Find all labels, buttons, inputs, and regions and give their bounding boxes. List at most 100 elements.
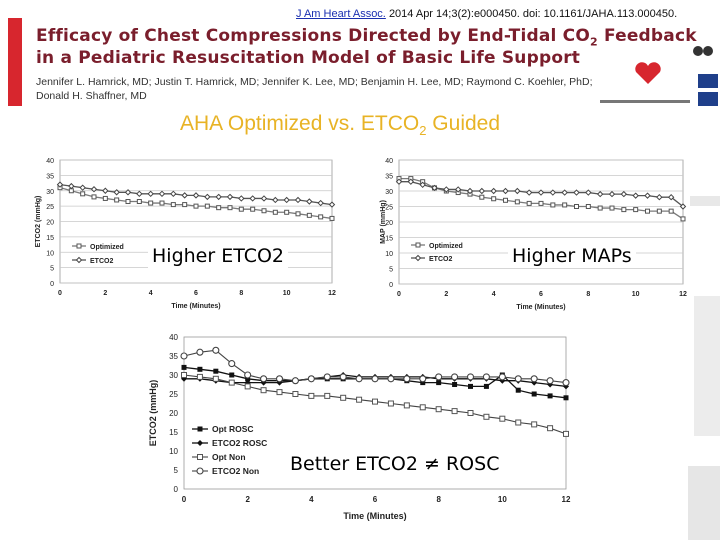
x-tick-label: 12 bbox=[679, 291, 687, 298]
y-tick-label: 20 bbox=[46, 220, 54, 227]
data-point bbox=[261, 208, 267, 214]
data-point bbox=[667, 193, 675, 201]
data-point bbox=[451, 373, 459, 381]
y-tick-label: 30 bbox=[46, 189, 54, 196]
legend-entry: ETCO2 ROSC bbox=[212, 438, 267, 448]
legend-swatch-marker bbox=[415, 242, 421, 248]
x-axis-label: Time (Minutes) bbox=[171, 303, 220, 310]
data-point bbox=[181, 375, 187, 382]
data-point bbox=[180, 352, 188, 360]
data-point bbox=[632, 192, 639, 199]
legend-entry: ETCO2 Non bbox=[212, 466, 259, 476]
data-point bbox=[608, 190, 616, 198]
data-point bbox=[514, 375, 522, 383]
data-point bbox=[479, 194, 485, 200]
slide-subtitle: AHA Optimized vs. ETCO2 Guided bbox=[180, 112, 501, 139]
data-point bbox=[317, 199, 324, 207]
x-tick-label: 12 bbox=[328, 290, 336, 297]
y-tick-label: 0 bbox=[50, 281, 54, 288]
data-point bbox=[656, 208, 662, 214]
data-point bbox=[668, 208, 674, 214]
legend-swatch-marker bbox=[197, 426, 203, 432]
data-point bbox=[644, 192, 651, 199]
citation-journal-link[interactable]: J Am Heart Assoc. bbox=[296, 8, 386, 20]
x-tick-label: 4 bbox=[149, 290, 153, 297]
data-point bbox=[499, 415, 506, 422]
data-point bbox=[371, 375, 379, 383]
y-tick-label: 35 bbox=[169, 352, 178, 361]
data-point bbox=[356, 396, 363, 403]
logo-fragment bbox=[690, 44, 720, 58]
data-point bbox=[291, 377, 299, 385]
y-tick-label: 0 bbox=[174, 485, 179, 494]
x-tick-label: 10 bbox=[283, 290, 291, 297]
data-point bbox=[260, 195, 268, 202]
x-tick-label: 6 bbox=[373, 495, 378, 504]
x-tick-label: 8 bbox=[436, 495, 441, 504]
data-point bbox=[212, 346, 220, 354]
data-point bbox=[482, 373, 490, 381]
data-point bbox=[387, 400, 394, 407]
data-point bbox=[124, 189, 132, 196]
data-point bbox=[452, 382, 458, 387]
data-point bbox=[549, 189, 557, 196]
data-point bbox=[292, 391, 299, 397]
authors-line-2: Donald H. Shaffner, MD bbox=[36, 90, 147, 102]
data-point bbox=[68, 188, 74, 194]
data-point bbox=[395, 178, 403, 185]
data-point bbox=[656, 193, 663, 201]
legend-swatch-marker bbox=[76, 243, 82, 249]
data-point bbox=[229, 372, 235, 378]
data-point bbox=[181, 372, 187, 378]
data-point bbox=[546, 377, 554, 385]
data-point bbox=[215, 193, 222, 201]
legend-entry: Opt ROSC bbox=[212, 424, 254, 434]
data-point bbox=[228, 360, 236, 368]
data-point bbox=[563, 395, 569, 401]
legend-swatch-marker bbox=[197, 454, 203, 460]
data-point bbox=[547, 425, 554, 432]
data-point bbox=[204, 193, 211, 201]
data-point bbox=[170, 202, 176, 208]
x-tick-label: 6 bbox=[194, 290, 198, 297]
background-watermark bbox=[684, 196, 720, 540]
x-tick-label: 4 bbox=[492, 291, 496, 298]
data-point bbox=[537, 189, 545, 196]
x-tick-label: 10 bbox=[632, 291, 640, 298]
data-point bbox=[196, 373, 203, 380]
data-point bbox=[136, 190, 143, 198]
x-axis-label: Time (Minutes) bbox=[343, 511, 406, 521]
data-point bbox=[490, 187, 497, 195]
data-point bbox=[621, 207, 627, 213]
data-point bbox=[238, 195, 245, 202]
annotation-better-etco2-not-rosc: Better ETCO2 ≠ ROSC bbox=[286, 452, 504, 476]
data-point bbox=[294, 196, 302, 204]
data-point bbox=[550, 202, 556, 208]
data-point bbox=[573, 189, 580, 196]
data-point bbox=[181, 192, 188, 199]
data-point bbox=[213, 368, 219, 374]
data-point bbox=[585, 189, 592, 196]
data-point bbox=[228, 379, 235, 386]
data-point bbox=[113, 189, 120, 196]
y-tick-label: 25 bbox=[169, 390, 178, 399]
data-point bbox=[419, 181, 426, 189]
data-point bbox=[306, 198, 313, 205]
citation: J Am Heart Assoc. 2014 Apr 14;3(2):e0004… bbox=[296, 8, 677, 20]
y-tick-label: 15 bbox=[46, 235, 54, 242]
data-point bbox=[531, 421, 538, 428]
y-tick-label: 40 bbox=[46, 158, 54, 165]
data-point bbox=[56, 181, 64, 188]
data-point bbox=[90, 186, 98, 193]
annotation-higher-maps: Higher MAPs bbox=[508, 244, 636, 268]
y-tick-label: 5 bbox=[50, 266, 54, 273]
data-point bbox=[431, 184, 438, 192]
data-point bbox=[136, 199, 142, 205]
data-point bbox=[204, 203, 210, 209]
data-point bbox=[355, 375, 363, 383]
y-tick-label: 30 bbox=[385, 189, 393, 196]
data-point bbox=[328, 201, 336, 208]
data-point bbox=[503, 197, 508, 203]
legend-entry: Optimized bbox=[429, 243, 463, 250]
data-point bbox=[244, 383, 251, 390]
